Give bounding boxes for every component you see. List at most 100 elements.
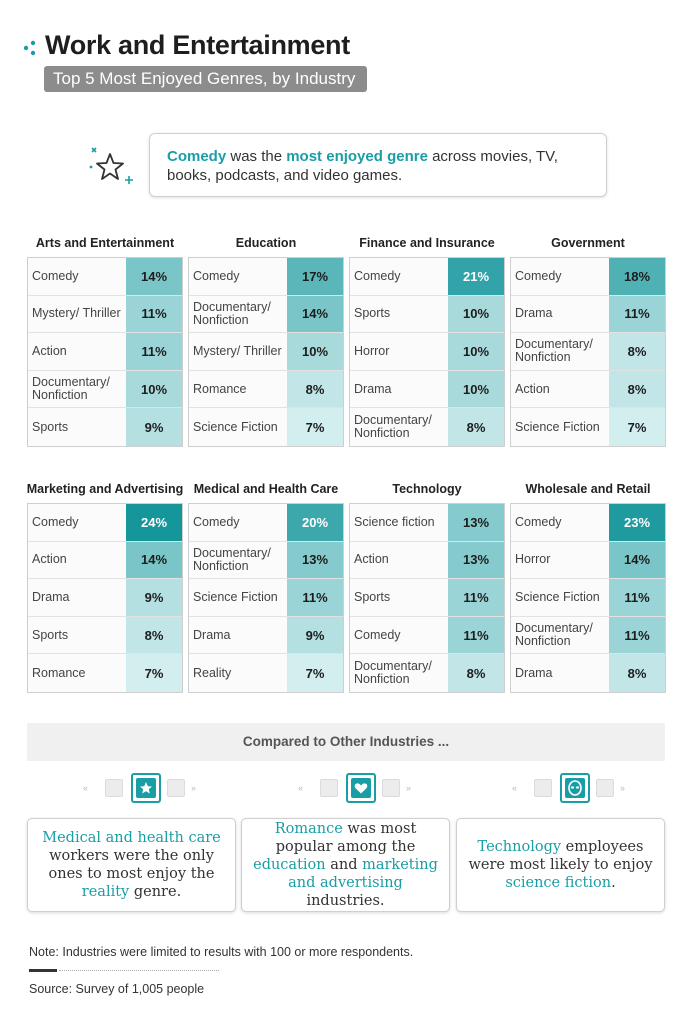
genre-label: Action bbox=[28, 541, 126, 579]
table-row: Sports 10% bbox=[350, 295, 504, 334]
table-row: Science fiction 13% bbox=[350, 504, 504, 542]
card-text: was most popular among the bbox=[275, 821, 417, 855]
table-row: Documentary/ Nonfiction 8% bbox=[350, 654, 504, 692]
highlight-text: science fiction bbox=[505, 875, 612, 891]
value-cell: 9% bbox=[126, 408, 182, 446]
table-row: Action 13% bbox=[350, 541, 504, 580]
value-cell: 10% bbox=[126, 370, 182, 408]
chevron-right-icon: ›› bbox=[406, 783, 411, 793]
panel-title: Technology bbox=[392, 482, 462, 496]
genre-label: Drama bbox=[511, 295, 609, 333]
chevron-right-icon: ›› bbox=[620, 783, 625, 793]
chevron-left-icon: ‹‹ bbox=[298, 783, 303, 793]
table-row: Comedy 24% bbox=[28, 504, 182, 542]
page-title: Work and Entertainment bbox=[45, 30, 350, 60]
value-cell: 11% bbox=[609, 579, 665, 616]
genre-label: Science Fiction bbox=[511, 408, 609, 446]
value-cell: 10% bbox=[448, 370, 504, 408]
genre-label: Comedy bbox=[511, 258, 609, 295]
table-row: Documentary/ Nonfiction 13% bbox=[189, 541, 343, 580]
genre-label: Documentary/ Nonfiction bbox=[189, 541, 287, 579]
table-row: Documentary/ Nonfiction 8% bbox=[511, 333, 665, 371]
icon-group: ‹‹ ›› bbox=[298, 773, 422, 803]
value-cell: 14% bbox=[126, 258, 182, 295]
table-row: Documentary/ Nonfiction 11% bbox=[511, 616, 665, 655]
callout-highlight: most enjoyed genre bbox=[286, 148, 428, 165]
footnote: Note: Industries were limited to results… bbox=[29, 945, 414, 959]
value-cell: 24% bbox=[126, 504, 182, 541]
value-cell: 8% bbox=[609, 370, 665, 408]
panel-medical-and-health-care: Medical and Health Care Comedy 20% Document… bbox=[188, 482, 344, 693]
genre-label: Sports bbox=[350, 579, 448, 616]
source-text: Source: Survey of 1,005 people bbox=[29, 982, 205, 996]
genre-label: Drama bbox=[350, 370, 448, 408]
table-row: Documentary/ Nonfiction 14% bbox=[189, 295, 343, 334]
value-cell: 17% bbox=[287, 258, 343, 295]
value-cell: 7% bbox=[609, 408, 665, 446]
panel-title: Government bbox=[551, 236, 625, 250]
genre-label: Comedy bbox=[28, 504, 126, 541]
table-row: Mystery/ Thriller 10% bbox=[189, 333, 343, 371]
icon-group: ‹‹ ›› bbox=[83, 773, 207, 803]
value-cell: 9% bbox=[126, 579, 182, 616]
genre-label: Sports bbox=[350, 295, 448, 333]
value-cell: 10% bbox=[448, 333, 504, 370]
table-row: Comedy 23% bbox=[511, 504, 665, 542]
table-row: Romance 7% bbox=[28, 654, 182, 692]
panel-government: Government Comedy 18% Drama 11% Documentary/ … bbox=[510, 236, 666, 447]
star-sparkle-icon bbox=[89, 147, 133, 184]
compare-heading: Compared to Other Industries ... bbox=[27, 723, 665, 761]
value-cell: 9% bbox=[287, 616, 343, 654]
genre-label: Science Fiction bbox=[189, 408, 287, 446]
value-cell: 11% bbox=[287, 579, 343, 616]
highlight-text: Romance bbox=[274, 821, 343, 837]
value-cell: 23% bbox=[609, 504, 665, 541]
genre-label: Romance bbox=[189, 370, 287, 408]
table-row: Science Fiction 7% bbox=[511, 408, 665, 446]
table-row: Drama 9% bbox=[189, 616, 343, 655]
star-icon bbox=[131, 773, 161, 803]
card-text: genre. bbox=[129, 884, 182, 900]
panel-marketing-and-advertising: Marketing and Advertising Comedy 24% Action… bbox=[27, 482, 183, 693]
insight-card: Medical and health care workers were the… bbox=[27, 818, 236, 912]
table-row: Science Fiction 11% bbox=[511, 579, 665, 617]
table-row: Science Fiction 11% bbox=[189, 579, 343, 617]
table-row: Action 11% bbox=[28, 333, 182, 371]
value-cell: 7% bbox=[126, 654, 182, 692]
insight-card: Romance was most popular among the educa… bbox=[241, 818, 450, 912]
value-cell: 14% bbox=[126, 541, 182, 579]
value-cell: 11% bbox=[609, 295, 665, 333]
value-cell: 13% bbox=[448, 504, 504, 541]
genre-label: Drama bbox=[28, 579, 126, 616]
table-row: Horror 10% bbox=[350, 333, 504, 371]
dots-icon bbox=[23, 40, 36, 56]
placeholder-square-icon bbox=[320, 779, 338, 797]
highlight-text: education bbox=[253, 857, 326, 873]
genre-label: Drama bbox=[189, 616, 287, 654]
genre-label: Mystery/ Thriller bbox=[189, 333, 287, 370]
value-cell: 20% bbox=[287, 504, 343, 541]
table-row: Sports 11% bbox=[350, 579, 504, 617]
panel-title: Medical and Health Care bbox=[193, 482, 339, 496]
panel-title: Finance and Insurance bbox=[359, 236, 495, 250]
callout-genre: Comedy bbox=[167, 148, 227, 165]
value-cell: 14% bbox=[609, 541, 665, 579]
genre-label: Comedy bbox=[350, 258, 448, 295]
alien-icon bbox=[560, 773, 590, 803]
callout-text-2: across movies, TV, books, podcasts, and … bbox=[167, 148, 558, 184]
value-cell: 8% bbox=[448, 408, 504, 446]
card-text: industries. bbox=[306, 893, 385, 909]
header: Work and Entertainment Top 5 Most Enjoye… bbox=[22, 30, 662, 100]
table-row: Comedy 18% bbox=[511, 258, 665, 296]
page-subtitle: Top 5 Most Enjoyed Genres, by Industry bbox=[44, 66, 368, 92]
genre-label: Horror bbox=[511, 541, 609, 579]
panel-wholesale-and-retail: Wholesale and Retail Comedy 23% Horror 14% Sc… bbox=[510, 482, 666, 693]
value-cell: 10% bbox=[287, 333, 343, 370]
genre-label: Sports bbox=[28, 408, 126, 446]
value-cell: 8% bbox=[126, 616, 182, 654]
chevron-left-icon: ‹‹ bbox=[512, 783, 517, 793]
panel-arts-and-entertainment: Arts and Entertainment Comedy 14% Mystery/ … bbox=[27, 236, 183, 447]
table-row: Action 14% bbox=[28, 541, 182, 580]
placeholder-square-icon bbox=[167, 779, 185, 797]
table-row: Drama 10% bbox=[350, 370, 504, 409]
